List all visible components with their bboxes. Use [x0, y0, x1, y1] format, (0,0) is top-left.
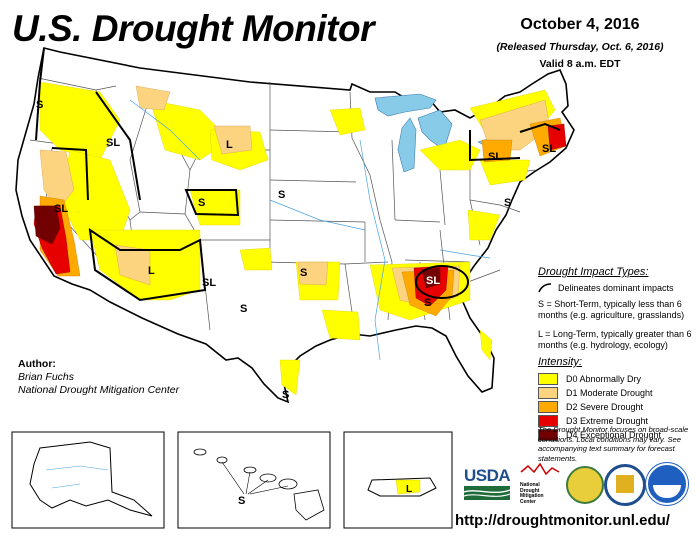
impact-line-label: Delineates dominant impacts [558, 283, 674, 293]
impact-label-mid-atlantic: S [504, 197, 511, 209]
short-term-definition: S = Short-Term, typically less than 6 mo… [538, 299, 685, 320]
d2-label: D2 Severe Drought [566, 401, 644, 412]
disclaimer-note: The Drought Monitor focuses on broad-sca… [538, 425, 689, 463]
impact-label-south-dakota: S [278, 189, 285, 201]
alaska-shape [29, 441, 153, 517]
impact-label-idaho: SL [106, 137, 120, 149]
legend-item-d1: D1 Moderate Drought [538, 387, 696, 399]
impact-label-california: SL [54, 203, 68, 215]
impact-label-hawaii: S [238, 495, 245, 507]
d2-swatch [538, 401, 558, 413]
alaska-rivers [45, 465, 109, 489]
author-name: Brian Fuchs [18, 371, 75, 383]
author-org: National Drought Mitigation Center [18, 384, 180, 396]
author-heading: Author: [18, 358, 56, 370]
long-term-definition: L = Long-Term, typically greater than 6 … [538, 329, 692, 350]
impact-types-heading: Drought Impact Types: [538, 266, 649, 278]
legend-item-d3: D3 Extreme Drought [538, 415, 696, 427]
ndmc-logo-icon [520, 462, 560, 476]
legend-item-d4: D4 Exceptional Drought [538, 429, 696, 441]
d1-swatch [538, 387, 558, 399]
impact-label-new-england: SL [542, 143, 556, 155]
usda-logo-waves [463, 486, 511, 500]
impact-label-oklahoma: S [300, 267, 307, 279]
d0-label: D0 Abnormally Dry [566, 373, 642, 384]
impact-label-new-york: SL [488, 151, 502, 163]
commerce-eagle-icon [616, 475, 634, 493]
commerce-seal-icon[interactable] [604, 464, 646, 506]
legend: Drought Impact Types: Delineates dominan… [538, 267, 696, 443]
d0-swatch [538, 373, 558, 385]
impact-label-arizona: L [148, 265, 155, 277]
impact-label-southeast: S [424, 297, 431, 309]
impact-lines [35, 47, 561, 302]
hawaii-impact-pointers [221, 461, 289, 495]
impact-label-puerto-rico: L [406, 484, 412, 495]
impact-line-icon [538, 283, 552, 293]
d1-label: D1 Moderate Drought [566, 387, 653, 398]
d3-label: D3 Extreme Drought [566, 415, 649, 426]
ndmc-logo[interactable]: National Drought Mitigation Center [520, 462, 560, 506]
usda-logo[interactable]: USDA [463, 466, 511, 502]
rivers [129, 99, 491, 361]
ndmc-logo-text: National Drought Mitigation Center [520, 482, 544, 505]
usda-logo-text: USDA [464, 466, 511, 485]
legend-item-d2: D2 Severe Drought [538, 401, 696, 413]
intensity-heading: Intensity: [538, 356, 583, 368]
map-date: October 4, 2016 [520, 16, 640, 33]
d3-swatch [538, 415, 558, 427]
d4-label: D4 Exceptional Drought [566, 429, 662, 440]
noaa-logo-icon[interactable] [646, 463, 688, 505]
impact-label-wyoming: S [198, 197, 205, 209]
website-url[interactable]: http://droughtmonitor.unl.edu/ [455, 512, 670, 529]
drought-d4 [33, 205, 441, 289]
d4-swatch [538, 429, 558, 441]
hawaii-islands [193, 448, 325, 521]
impact-label-pacific-nw: S [36, 99, 43, 111]
puerto-rico-d0 [395, 479, 421, 495]
impact-label-tennessee: SL [426, 275, 440, 287]
valid-time: Valid 8 a.m. EDT [539, 58, 621, 70]
noaa-bird-icon [653, 485, 681, 498]
map-title: U.S. Drought Monitor [12, 8, 375, 49]
legend-item-d0: D0 Abnormally Dry [538, 373, 696, 385]
impact-label-montana: L [226, 139, 233, 151]
release-date: (Released Thursday, Oct. 6, 2016) [496, 41, 664, 53]
impact-label-texas-south: S [282, 389, 289, 401]
ndmc-seal-icon[interactable] [566, 466, 604, 504]
author-block: Author: Brian Fuchs National Drought Mit… [18, 358, 179, 397]
impact-label-texas-west: S [240, 303, 247, 315]
impact-label-new-mexico: SL [202, 277, 216, 289]
impact-line-legend: Delineates dominant impacts [538, 283, 696, 294]
